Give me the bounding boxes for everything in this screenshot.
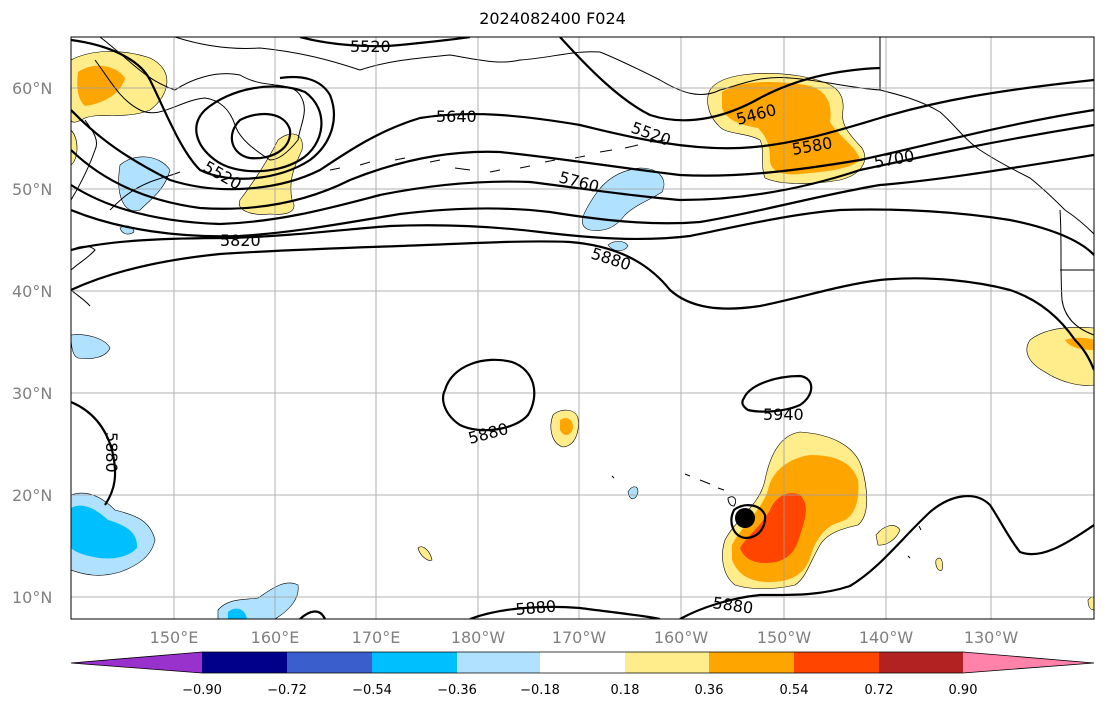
colorbar-tick-label: 0.72 [865, 683, 894, 698]
lat-label: 50°N [12, 180, 52, 199]
colorbar-outline [70, 651, 1095, 674]
lat-label: 40°N [12, 282, 52, 301]
lon-label: 160°E [251, 628, 300, 647]
lat-label: 10°N [12, 588, 52, 607]
lon-label: 130°W [964, 628, 1019, 647]
colorbar-tick-label: −0.90 [182, 683, 222, 698]
colorbar-segment [879, 652, 963, 673]
map-frame [70, 36, 1095, 620]
colorbar-right-extension [963, 652, 1094, 673]
contour-label: 5520 [350, 37, 391, 56]
lat-label: 60°N [12, 79, 52, 98]
lon-label: 180°W [451, 628, 506, 647]
lon-label: 170°E [352, 628, 401, 647]
colorbar-segment [794, 652, 879, 673]
longitude-labels: 150°E 160°E 170°E 180°W 170°W 160°W 150°… [150, 628, 1019, 647]
contour-label: 5820 [220, 231, 261, 250]
colorbar-tick-label: 0.54 [780, 683, 809, 698]
map-background [71, 37, 1094, 619]
lat-label: 30°N [12, 384, 52, 403]
colorbar-segment [540, 652, 625, 673]
colorbar-left-extension [71, 652, 202, 673]
map-title: 2024082400 F024 [479, 9, 626, 28]
contour-label: 5880 [515, 597, 557, 619]
colorbar-tick-label: −0.72 [267, 683, 307, 698]
colorbar-segment [625, 652, 709, 673]
colorbar-segment [372, 652, 457, 673]
height-contours [71, 37, 1094, 619]
colorbar-tick-label: 0.36 [695, 683, 724, 698]
colorbar-tick-label: −0.54 [352, 683, 392, 698]
colorbar-segment [287, 652, 372, 673]
colorbar-segment [709, 652, 794, 673]
anomaly-shading [71, 51, 1094, 619]
map-content: 5520 5640 5520 5460 5580 5700 5760 5820 … [71, 37, 1094, 619]
lon-label: 170°W [552, 628, 607, 647]
contour-label: 5880 [102, 432, 121, 473]
lon-label: 150°W [757, 628, 812, 647]
lon-label: 150°E [150, 628, 199, 647]
contour-label: 5940 [763, 405, 804, 424]
contour-label: 5640 [436, 107, 477, 126]
typhoon-center-marker [735, 508, 755, 528]
latitude-labels: 60°N 50°N 40°N 30°N 20°N 10°N [12, 79, 52, 607]
colorbar-tick-label: 0.90 [949, 683, 978, 698]
colorbar-tick-label: 0.18 [611, 683, 640, 698]
colorbar-tick-label: −0.36 [437, 683, 477, 698]
lat-label: 20°N [12, 486, 52, 505]
colorbar: −0.90 −0.72 −0.54 −0.36 −0.18 0.18 0.36 … [70, 651, 1095, 698]
colorbar-segment [202, 652, 287, 673]
colorbar-tick-label: −0.18 [520, 683, 560, 698]
lon-label: 140°W [859, 628, 914, 647]
colorbar-segment [457, 652, 540, 673]
lon-label: 160°W [654, 628, 709, 647]
